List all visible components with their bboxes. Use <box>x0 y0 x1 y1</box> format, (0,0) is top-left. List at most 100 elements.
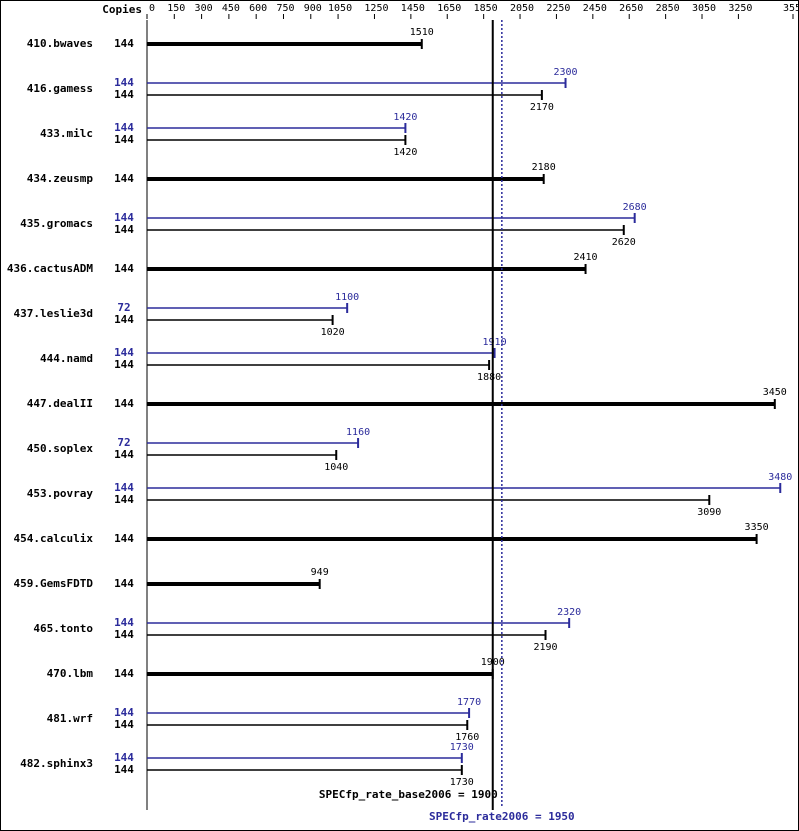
value-label: 3350 <box>745 522 769 533</box>
benchmark-label: 470.lbm <box>47 667 94 680</box>
bar <box>147 139 406 141</box>
bar <box>147 364 490 366</box>
copies-label: 144 <box>114 616 134 629</box>
value-label: 1420 <box>393 147 417 158</box>
value-label: 1100 <box>335 292 359 303</box>
copies-label: 72 <box>117 436 130 449</box>
bar <box>147 499 710 501</box>
x-tick-label: 1650 <box>437 3 461 14</box>
x-tick-label: 2250 <box>546 3 570 14</box>
bar <box>147 487 781 489</box>
value-label: 2320 <box>557 607 581 618</box>
bar <box>147 229 624 231</box>
benchmark-label: 482.sphinx3 <box>20 757 93 770</box>
copies-label: 144 <box>114 358 134 371</box>
x-tick-label: 2050 <box>510 3 534 14</box>
bar <box>147 622 570 624</box>
copies-label: 72 <box>117 301 130 314</box>
value-label: 3450 <box>763 387 787 398</box>
benchmark-label: 447.dealII <box>27 397 93 410</box>
x-tick-label: 1250 <box>364 3 388 14</box>
value-label: 2170 <box>530 102 554 113</box>
benchmark-label: 459.GemsFDTD <box>14 577 94 590</box>
copies-label: 144 <box>114 313 134 326</box>
benchmark-label: 481.wrf <box>47 712 93 725</box>
x-tick-label: 300 <box>195 3 213 14</box>
benchmark-label: 450.soplex <box>27 442 94 455</box>
copies-label: 144 <box>114 76 134 89</box>
bar <box>147 712 470 714</box>
bar <box>147 82 566 84</box>
bar <box>147 582 320 586</box>
value-label: 1160 <box>346 427 370 438</box>
bar <box>147 267 586 271</box>
bar <box>147 672 493 676</box>
value-label: 949 <box>311 567 329 578</box>
x-tick-label: 900 <box>304 3 322 14</box>
x-tick-label: 750 <box>276 3 294 14</box>
value-label: 1730 <box>450 742 474 753</box>
reference-label: SPECfp_rate2006 = 1950 <box>429 810 575 823</box>
copies-label: 144 <box>114 262 134 275</box>
benchmark-label: 453.povray <box>27 487 94 500</box>
bar <box>147 634 546 636</box>
x-tick-label: 0 <box>149 3 155 14</box>
bar <box>147 42 422 46</box>
benchmark-label: 416.gamess <box>27 82 93 95</box>
x-tick-label: 3050 <box>692 3 716 14</box>
benchmark-label: 435.gromacs <box>20 217 93 230</box>
value-label: 1770 <box>457 697 481 708</box>
copies-label: 144 <box>114 172 134 185</box>
value-label: 1040 <box>324 462 348 473</box>
x-tick-label: 3550 <box>783 3 799 14</box>
value-label: 2190 <box>533 642 557 653</box>
x-tick-label: 1450 <box>401 3 425 14</box>
copies-label: 144 <box>114 223 134 236</box>
x-tick-label: 150 <box>167 3 185 14</box>
bar <box>147 217 635 219</box>
value-label: 1880 <box>477 372 501 383</box>
value-label: 2410 <box>574 252 598 263</box>
copies-label: 144 <box>114 448 134 461</box>
value-label: 2300 <box>553 67 577 78</box>
bar <box>147 307 348 309</box>
value-label: 3480 <box>768 472 792 483</box>
copies-label: 144 <box>114 532 134 545</box>
bar <box>147 127 406 129</box>
value-label: 2680 <box>623 202 647 213</box>
value-label: 1420 <box>393 112 417 123</box>
bar <box>147 402 775 406</box>
benchmark-label: 433.milc <box>40 127 93 140</box>
benchmark-label: 465.tonto <box>33 622 93 635</box>
value-label: 2180 <box>532 162 556 173</box>
bar <box>147 454 337 456</box>
bar <box>147 769 462 771</box>
copies-label: 144 <box>114 493 134 506</box>
copies-label: 144 <box>114 763 134 776</box>
x-tick-label: 2650 <box>619 3 643 14</box>
bar <box>147 319 333 321</box>
copies-header: Copies <box>102 3 142 16</box>
value-label: 1510 <box>410 27 434 38</box>
bar <box>147 757 462 759</box>
x-tick-label: 2450 <box>583 3 607 14</box>
value-label: 1910 <box>483 337 507 348</box>
bar <box>147 94 542 96</box>
benchmark-label: 434.zeusmp <box>27 172 94 185</box>
bar <box>147 352 495 354</box>
value-label: 3090 <box>697 507 721 518</box>
copies-label: 144 <box>114 37 134 50</box>
value-label: 1760 <box>455 732 479 743</box>
copies-label: 144 <box>114 397 134 410</box>
copies-label: 144 <box>114 667 134 680</box>
benchmark-label: 437.leslie3d <box>14 307 93 320</box>
bar <box>147 724 468 726</box>
copies-label: 144 <box>114 346 134 359</box>
benchmark-label: 410.bwaves <box>27 37 93 50</box>
bar <box>147 537 757 541</box>
x-tick-label: 2850 <box>656 3 680 14</box>
benchmark-label: 436.cactusADM <box>7 262 93 275</box>
